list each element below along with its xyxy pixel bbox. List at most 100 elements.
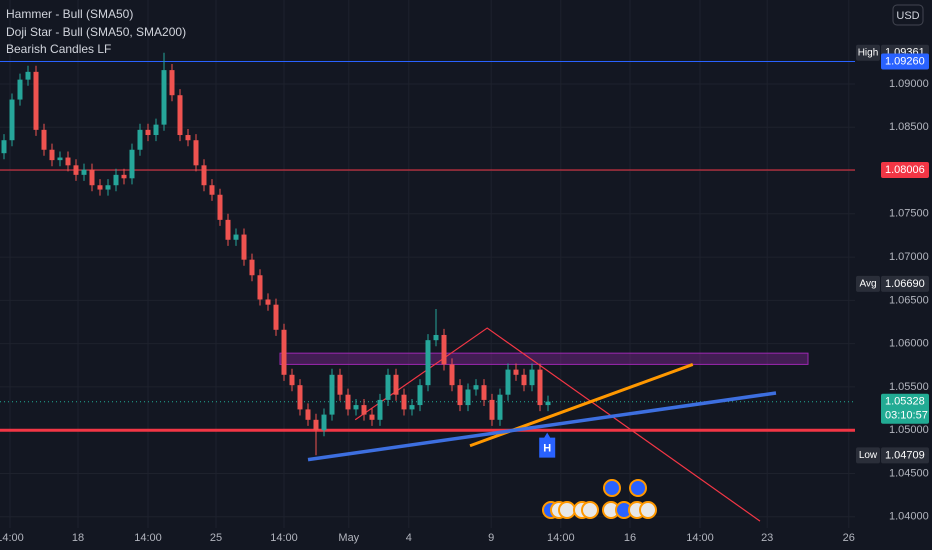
candle-body (73, 165, 79, 175)
candle-body (401, 394, 407, 410)
candle-body (433, 334, 439, 341)
candle-body (537, 369, 543, 406)
currency-label: USD (896, 10, 919, 22)
candle-body (57, 157, 63, 161)
candle-body (441, 334, 447, 365)
candle-body (137, 129, 143, 150)
y-tick-label: 1.06000 (889, 338, 929, 350)
candle-body (225, 219, 231, 240)
price-marker (881, 393, 929, 424)
candle-body (521, 374, 527, 386)
candle-body (457, 385, 463, 406)
candle-body (169, 70, 175, 96)
price-marker-name: High (858, 47, 879, 58)
y-tick-label: 1.06500 (889, 294, 929, 306)
x-tick-label: 14:00 (547, 532, 575, 544)
event-icon[interactable] (603, 479, 621, 497)
price-marker (881, 161, 929, 178)
axis: 1.04000 1.04500 1.05000 1.05500 1.06000 1.065… (0, 44, 929, 544)
candle-body (97, 185, 103, 190)
price-marker-name: Avg (859, 279, 876, 290)
candle-body (497, 394, 503, 420)
candle-body (337, 374, 343, 395)
candle-body (217, 194, 223, 220)
candle-body (273, 304, 279, 330)
y-tick-label: 1.08500 (889, 121, 929, 133)
candle-body (377, 399, 383, 420)
candle-body (257, 275, 263, 300)
candle-body (513, 369, 519, 375)
candle-body (185, 135, 191, 141)
candle-body (17, 79, 23, 100)
candle-body (265, 299, 271, 305)
candle-body (321, 414, 327, 431)
candle-body (9, 99, 15, 141)
trend-line (307, 391, 777, 462)
price-marker-name: Low (859, 450, 878, 461)
candle-body (145, 129, 151, 136)
candle-body (505, 369, 511, 395)
candle-body (361, 405, 367, 415)
candle-body (385, 374, 391, 400)
event-icon[interactable] (581, 501, 599, 519)
candle-body (545, 401, 551, 406)
candle-body (41, 129, 47, 150)
candle-body (49, 149, 55, 161)
price-marker (881, 275, 929, 292)
candle-body (161, 70, 167, 125)
overlay: H (0, 60, 855, 522)
candle-body (425, 340, 431, 386)
event-icon[interactable] (629, 479, 647, 497)
candles (1, 52, 551, 456)
candle-body (313, 419, 319, 431)
price-marker-name-box (856, 447, 880, 464)
candle-body (329, 374, 335, 415)
candle-body (241, 234, 247, 260)
indicator-label: Doji Star - Bull (SMA50, SMA200) (6, 25, 186, 39)
candle-body (529, 369, 535, 386)
event-icon[interactable] (558, 501, 576, 519)
currency-button[interactable] (892, 4, 924, 26)
x-tick-label: 4 (406, 532, 412, 544)
x-tick-label: 16 (624, 532, 636, 544)
candle-body (281, 329, 287, 375)
zone (279, 352, 809, 365)
candle-body (33, 71, 39, 130)
flag-marker (539, 432, 556, 458)
candle-body (393, 374, 399, 395)
candle-body (89, 169, 95, 186)
candle-body (121, 174, 127, 179)
candle-body (369, 414, 375, 420)
price-marker (881, 53, 929, 70)
grid (0, 0, 855, 528)
candle-body (177, 95, 183, 136)
candle-body (489, 399, 495, 420)
candle-body (65, 157, 71, 166)
event-icon[interactable] (639, 501, 657, 519)
y-tick-label: 1.07000 (889, 251, 929, 263)
candle-body (289, 374, 295, 386)
y-tick-label: 1.05000 (889, 424, 929, 436)
x-tick-label: 14:00 (0, 532, 24, 544)
indicator-label: Hammer - Bull (SMA50) (6, 7, 133, 21)
price-marker (881, 447, 929, 464)
candle-body (417, 385, 423, 406)
candle-body (249, 259, 255, 276)
candle-body (25, 71, 31, 80)
candle-body (481, 385, 487, 400)
price-marker-label: 1.04709 (885, 449, 925, 461)
y-tick-label: 1.04000 (889, 511, 929, 523)
price-marker-label: 1.06690 (885, 278, 925, 290)
candle-body (193, 140, 199, 166)
x-tick-label: 23 (761, 532, 773, 544)
candle-body (449, 364, 455, 386)
candle-body (201, 165, 207, 186)
x-tick-label: May (338, 532, 359, 544)
countdown-label: 03:10:57 (885, 410, 928, 422)
y-tick-label: 1.09000 (889, 78, 929, 90)
price-marker-label: 1.05328 (885, 396, 925, 408)
price-marker-label: 1.08006 (885, 164, 925, 176)
candle-body (105, 185, 111, 190)
